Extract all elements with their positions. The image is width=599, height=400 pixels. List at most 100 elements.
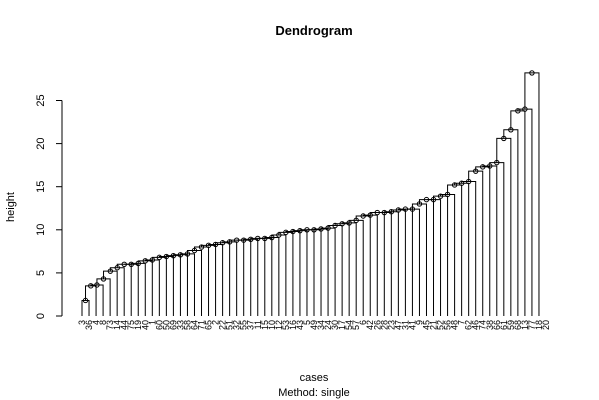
leaf-label: 50: [161, 320, 171, 330]
leaf-label: 58: [182, 320, 192, 330]
merge-point: [276, 232, 282, 238]
chart-title: Dendrogram: [275, 23, 352, 38]
leaf-label: 45: [421, 320, 431, 330]
merge-point: [437, 193, 444, 199]
leaf-label: 56: [443, 320, 453, 330]
leaf-label: 5: [302, 320, 312, 325]
leaf-label: 54: [344, 320, 354, 330]
leaf-label: 69: [168, 320, 178, 330]
merge-point: [262, 235, 268, 242]
method-subtitle: Method: single: [278, 387, 350, 399]
merge-point: [494, 159, 500, 166]
leaf-label: 37: [246, 320, 256, 330]
merge-point: [205, 242, 212, 249]
leaf-label: 68: [513, 320, 523, 330]
merge-point: [325, 225, 331, 231]
merge-point: [529, 70, 535, 76]
leaf-label: 21: [429, 320, 439, 330]
merge-point: [522, 106, 528, 112]
merge-point: [304, 227, 310, 233]
merge-points: [82, 70, 535, 304]
leaf-label: 3: [77, 320, 87, 325]
leaf-label: 7: [457, 320, 467, 325]
leaf-label: 44: [119, 320, 129, 330]
y-tick-label: 10: [35, 224, 47, 236]
merge-point: [508, 127, 514, 133]
leaf-label: 52: [436, 320, 446, 330]
merge-point: [332, 222, 338, 229]
y-tick-label: 20: [35, 137, 47, 149]
merge-point: [142, 258, 148, 264]
leaf-label: 19: [133, 320, 143, 330]
merge-point: [240, 237, 247, 243]
merge-point: [198, 244, 205, 250]
merge-point: [177, 252, 184, 258]
leaf-label: 38: [485, 320, 495, 330]
merge-point: [170, 252, 177, 259]
merge-point: [128, 261, 134, 267]
leaf-label: 17: [337, 320, 347, 330]
leaf-label: 75: [126, 320, 136, 330]
leaf-label: 46: [471, 320, 481, 330]
leaf-label: 61: [499, 320, 509, 330]
merge-point: [184, 251, 191, 257]
leaf-label: 20: [541, 320, 551, 330]
leaf-label: 47: [393, 320, 403, 330]
leaf-label: 34: [316, 320, 326, 330]
leaf-label: 36: [84, 320, 94, 330]
merge-point: [311, 227, 317, 233]
leaf-label: 31: [400, 320, 410, 330]
leaf-label: 55: [239, 320, 249, 330]
leaf-label: 62: [464, 320, 474, 330]
leaf-label: 28: [379, 320, 389, 330]
merge-point: [318, 226, 324, 232]
dendrogram-links: [81, 72, 540, 316]
leaf-label: 33: [175, 320, 185, 330]
leaf-label: 12: [274, 320, 284, 330]
y-axis-label: height: [5, 192, 17, 222]
leaf-label: 26: [372, 320, 382, 330]
merge-point: [444, 191, 451, 198]
merge-point: [374, 209, 380, 216]
merge-point: [487, 163, 493, 169]
leaf-label: 32: [232, 320, 242, 330]
y-tick-label: 15: [35, 181, 47, 193]
merge-point: [353, 217, 359, 224]
leaf-label: 6: [358, 320, 368, 325]
dendrogram-link: [299, 229, 315, 316]
leaf-label: 42: [365, 320, 375, 330]
leaf-label: 65: [204, 320, 214, 330]
merge-point: [149, 257, 156, 263]
merge-point: [388, 208, 395, 215]
merge-point: [94, 282, 100, 288]
y-tick-label: 5: [35, 270, 47, 276]
merge-point: [82, 297, 89, 304]
leaf-label: 8: [98, 320, 108, 325]
merge-point: [290, 228, 296, 235]
leaf-label: 43: [295, 320, 305, 330]
merge-point: [233, 237, 240, 243]
leaf-label: 64: [189, 320, 199, 330]
leaf-label: 11: [253, 320, 263, 329]
leaf-label: 73: [105, 320, 115, 330]
merge-point: [423, 196, 430, 203]
merge-point: [402, 206, 409, 212]
leaf-label: 49: [309, 320, 319, 330]
dendrogram-link: [524, 72, 540, 316]
leaf-label: 30: [330, 320, 340, 330]
merge-point: [381, 209, 388, 216]
leaf-label: 66: [492, 320, 502, 330]
merge-point: [501, 135, 507, 142]
dendrogram-link: [90, 284, 104, 316]
merge-point: [283, 229, 289, 236]
leaf-label: 15: [260, 320, 270, 330]
merge-point: [269, 234, 275, 241]
merge-point: [107, 268, 114, 274]
merge-point: [360, 213, 366, 219]
leaf-label: 40: [140, 320, 150, 330]
leaf-label: 57: [351, 320, 361, 330]
merge-point: [458, 180, 465, 186]
leaf-label: 2: [211, 320, 221, 325]
merge-point: [472, 168, 479, 174]
